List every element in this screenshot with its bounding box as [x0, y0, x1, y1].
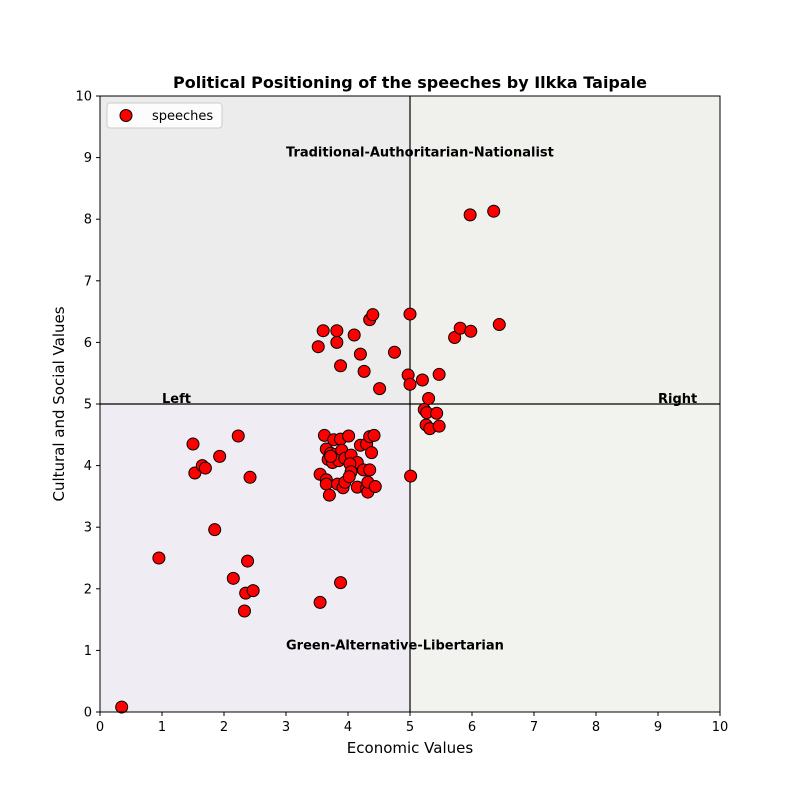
data-point	[464, 324, 478, 338]
x-tick-label: 6	[468, 720, 476, 735]
data-point	[237, 604, 251, 618]
y-tick-label: 10	[75, 90, 92, 105]
data-point	[368, 480, 382, 494]
legend-box	[106, 102, 223, 129]
data-point	[422, 391, 436, 405]
data-point	[373, 382, 387, 396]
quadrant-dividers	[100, 96, 720, 712]
data-point	[334, 576, 348, 590]
data-point	[213, 449, 227, 463]
data-point	[324, 449, 338, 463]
data-point	[432, 419, 446, 433]
quadrant-bottom-right	[410, 404, 720, 712]
x-tick-label: 7	[530, 720, 538, 735]
data-point	[487, 204, 501, 218]
quadrant-annotations: Traditional-Authoritarian-Nationalist Gre…	[162, 146, 697, 654]
data-point	[208, 523, 222, 537]
y-tick-label: 6	[84, 336, 92, 351]
data-point	[403, 307, 417, 321]
data-point	[492, 318, 506, 332]
data-point	[319, 477, 333, 491]
quadrant-top-right	[410, 96, 720, 404]
data-point	[226, 571, 240, 585]
x-tick-label: 4	[344, 720, 352, 735]
chart-title: Political Positioning of the speeches by…	[173, 73, 647, 92]
data-point	[186, 437, 200, 451]
data-point	[334, 359, 348, 373]
y-tick-label: 1	[84, 644, 92, 659]
data-point	[363, 463, 377, 477]
x-axis-ticks: 0 1 2 3 4 5 6 7 8 9 10	[96, 712, 728, 735]
y-tick-label: 3	[84, 521, 92, 536]
data-point	[365, 446, 379, 460]
data-point	[347, 328, 361, 342]
quadrant-bottom-left	[100, 404, 410, 712]
y-tick-label: 4	[84, 459, 92, 474]
data-point	[313, 595, 327, 609]
data-point	[353, 347, 367, 361]
data-point	[415, 373, 429, 387]
data-point	[463, 208, 477, 222]
data-point	[342, 470, 356, 484]
data-point	[243, 470, 257, 484]
x-tick-label: 10	[712, 720, 729, 735]
data-point	[342, 429, 356, 443]
y-tick-label: 5	[84, 398, 92, 413]
y-tick-label: 7	[84, 274, 92, 289]
annotation-green-alternative-libertarian: Green-Alternative-Libertarian	[286, 638, 504, 653]
x-tick-label: 9	[654, 720, 662, 735]
data-point	[404, 469, 418, 483]
annotation-left: Left	[162, 392, 191, 407]
data-point	[316, 324, 330, 338]
y-tick-label: 8	[84, 213, 92, 228]
quadrant-backgrounds	[100, 96, 720, 712]
data-point	[231, 429, 245, 443]
x-tick-label: 8	[592, 720, 600, 735]
x-axis-label: Economic Values	[347, 739, 474, 757]
data-point	[311, 340, 325, 354]
y-tick-label: 0	[84, 706, 92, 721]
data-point	[246, 584, 260, 598]
y-axis-ticks: 0 1 2 3 4 5 6 7 8 9 10	[75, 90, 100, 721]
legend-marker	[119, 109, 133, 122]
x-tick-label: 3	[282, 720, 290, 735]
annotation-traditional-authoritarian-nationalist: Traditional-Authoritarian-Nationalist	[286, 146, 554, 161]
legend-entry-speeches: speeches	[152, 109, 213, 124]
x-tick-label: 5	[406, 720, 414, 735]
data-point	[322, 488, 336, 502]
data-points	[115, 204, 506, 714]
data-point	[367, 428, 381, 442]
y-tick-label: 9	[84, 151, 92, 166]
annotation-right: Right	[658, 392, 697, 407]
data-point	[432, 367, 446, 381]
data-point	[403, 377, 417, 391]
x-tick-label: 1	[158, 720, 166, 735]
data-point	[152, 551, 166, 565]
y-tick-label: 2	[84, 582, 92, 597]
data-point	[366, 308, 380, 322]
data-point	[330, 335, 344, 349]
x-tick-label: 2	[220, 720, 228, 735]
data-point	[388, 345, 401, 359]
data-point	[198, 461, 212, 475]
y-axis-label: Cultural and Social Values	[50, 306, 68, 501]
legend: speeches	[106, 102, 223, 129]
x-tick-label: 0	[96, 720, 104, 735]
data-point	[115, 700, 129, 714]
data-point	[357, 364, 371, 378]
data-point	[430, 406, 444, 420]
data-point	[330, 324, 344, 338]
data-point	[241, 554, 255, 568]
